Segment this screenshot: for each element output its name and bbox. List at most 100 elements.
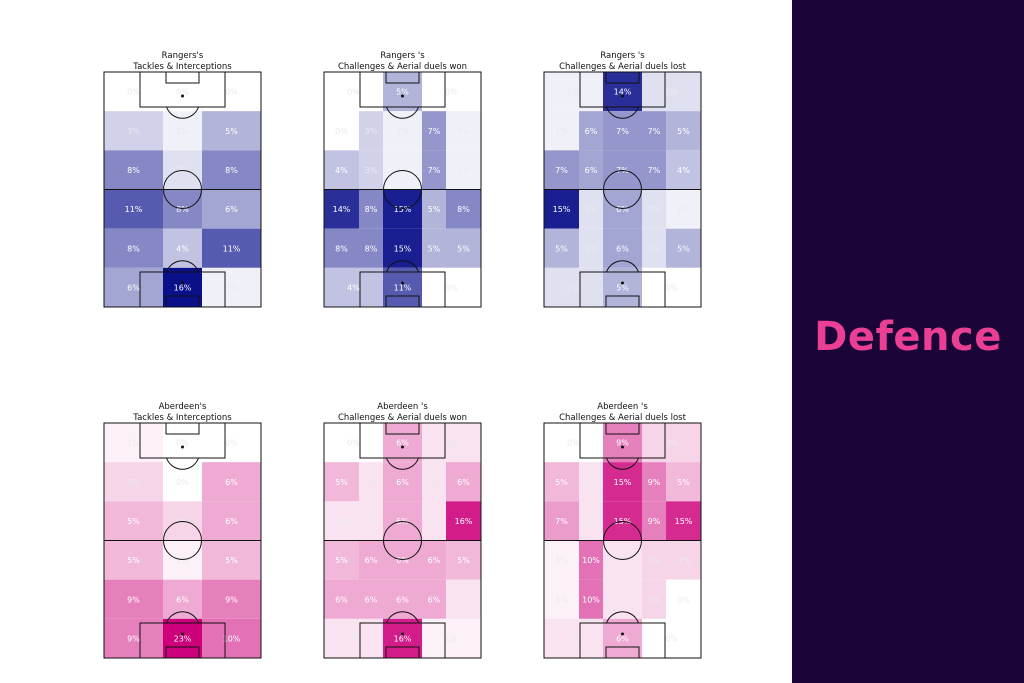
- cell-value-label: 15%: [614, 478, 632, 487]
- cell-value-label: 7%: [648, 166, 661, 175]
- heatmap-cell: [642, 267, 701, 307]
- heatmap-cell: [603, 618, 642, 658]
- cell-value-label: 7%: [555, 517, 568, 526]
- cell-value-label: 14%: [614, 88, 632, 97]
- cell-value-label: 1%: [176, 127, 189, 136]
- cell-value-label: 2%: [616, 556, 629, 565]
- heatmap-cell: [422, 72, 481, 112]
- heatmap-cell: [422, 150, 446, 190]
- cell-value-label: 11%: [125, 205, 143, 214]
- cell-value-label: 0%: [176, 439, 189, 448]
- heatmap-cell: [446, 462, 481, 502]
- cell-value-label: 0%: [176, 478, 189, 487]
- heatmap-cell: [324, 462, 359, 502]
- cell-value-label: 15%: [553, 205, 571, 214]
- heatmap-cell: [544, 267, 603, 307]
- heatmap-cell: [202, 501, 261, 541]
- chart-title: Aberdeen 's Challenges & Aerial duels won: [293, 402, 513, 423]
- heatmap-cell: [666, 540, 701, 580]
- cell-value-label: 0%: [225, 88, 238, 97]
- cell-value-label: 6%: [585, 127, 598, 136]
- heatmap-cell: [359, 540, 383, 580]
- cell-value-label: 0%: [347, 88, 360, 97]
- pitch-markings: [543, 71, 702, 308]
- heatmap-cell: [446, 189, 481, 229]
- cell-value-label: 16%: [455, 517, 473, 526]
- cell-value-label: 1%: [225, 283, 238, 292]
- cell-value-label: 2%: [665, 88, 678, 97]
- cell-value-label: 0%: [335, 127, 348, 136]
- heatmap-cell: [324, 501, 359, 541]
- cell-value-label: 5%: [677, 127, 690, 136]
- cell-value-label: 6%: [396, 439, 409, 448]
- heatmap-cell: [383, 423, 422, 463]
- cell-value-label: 10%: [582, 595, 600, 604]
- heatmap-cell: [104, 540, 163, 580]
- cell-value-label: 5%: [555, 478, 568, 487]
- heatmap-cell: [422, 579, 446, 619]
- heatmap-cell: [359, 189, 383, 229]
- heatmap-cell: [383, 72, 422, 112]
- heatmap-cell: [642, 228, 666, 268]
- cell-value-label: 4%: [677, 166, 690, 175]
- cell-value-label: 5%: [225, 127, 238, 136]
- heatmap-cell: [202, 618, 261, 658]
- pitch-heatmap: 1% 0% 0%3% 0% 6%5% 3% 6%5% 1% 5%9% 6% 9%9% 23% 10%: [103, 422, 262, 659]
- heatmap-cell: [163, 579, 202, 619]
- heatmap-cell: [104, 150, 163, 190]
- heatmap-cell: [544, 111, 579, 151]
- heatmap-cell: [544, 228, 579, 268]
- heatmap-cell: [603, 540, 642, 580]
- heatmap-cell: [202, 267, 261, 307]
- heatmap-cell: [104, 579, 163, 619]
- cell-value-label: 8%: [127, 166, 140, 175]
- heatmap-cell: [666, 579, 701, 619]
- cell-value-label: 6%: [225, 478, 238, 487]
- heatmap-cell: [642, 72, 701, 112]
- heatmap-cell: [603, 150, 642, 190]
- heatmap-cell: [544, 540, 579, 580]
- heatmap-cell: [383, 501, 422, 541]
- cell-value-label: 10%: [582, 556, 600, 565]
- heatmap-cell: [324, 228, 359, 268]
- heatmap-cell: [383, 267, 422, 307]
- cell-value-label: 6%: [396, 478, 409, 487]
- cell-value-label: 11%: [223, 244, 241, 253]
- pitch-markings: [103, 71, 262, 308]
- cell-value-label: 2%: [335, 517, 348, 526]
- heatmap-cell: [603, 189, 642, 229]
- heatmap-cell: [446, 501, 481, 541]
- cell-value-label: 9%: [127, 595, 140, 604]
- cell-value-label: 6%: [585, 166, 598, 175]
- cell-value-label: 6%: [457, 478, 470, 487]
- cell-value-label: 3%: [665, 439, 678, 448]
- cell-value-label: 3%: [127, 478, 140, 487]
- heatmap-cell: [544, 189, 579, 229]
- cell-value-label: 0%: [445, 88, 458, 97]
- chart-title-line: Aberdeen 's: [377, 402, 428, 412]
- heatmap-cell: [383, 579, 422, 619]
- heatmap-cell: [446, 150, 481, 190]
- chart-title-line: Tackles & Interceptions: [133, 412, 232, 423]
- cell-value-label: 2%: [347, 634, 360, 643]
- cell-value-label: 6%: [428, 556, 441, 565]
- heatmap-cell: [324, 267, 383, 307]
- cell-value-label: 6%: [396, 556, 409, 565]
- cell-value-label: 1%: [127, 439, 140, 448]
- cell-value-label: 0%: [665, 283, 678, 292]
- heatmap-cell: [603, 111, 642, 151]
- heatmap-cell: [544, 150, 579, 190]
- heatmap-cell: [666, 462, 701, 502]
- cell-value-label: 7%: [616, 127, 629, 136]
- heatmap-cell: [579, 111, 603, 151]
- cell-value-label: 8%: [365, 205, 378, 214]
- heatmap-cell: [642, 501, 666, 541]
- heatmap-cell: [544, 462, 579, 502]
- heatmap-cell: [579, 228, 603, 268]
- chart-title: Rangers 's Challenges & Aerial duels won: [293, 51, 513, 72]
- pitch-heatmap: 0% 9% 3%5% 2% 15% 9% 5%7% 2% 15% 9% 15%1% 10% 2% 3% 3%…: [543, 422, 702, 659]
- cell-value-label: 9%: [648, 478, 661, 487]
- cell-value-label: 7%: [428, 166, 441, 175]
- cell-value-label: 6%: [127, 283, 140, 292]
- chart-title-line: Aberdeen 's: [597, 402, 648, 412]
